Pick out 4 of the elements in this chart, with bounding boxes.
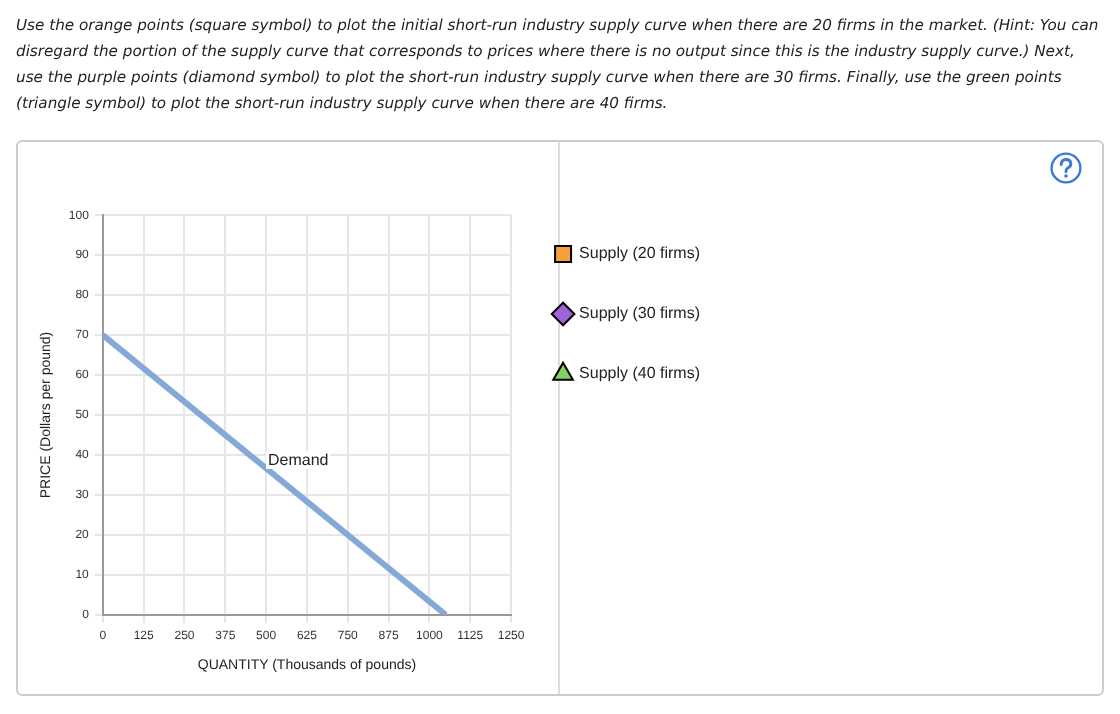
series-label: Demand — [268, 451, 329, 470]
legend-label: Supply (30 firms) — [579, 304, 701, 323]
legend-label: Supply (40 firms) — [579, 364, 701, 383]
legend-label: Supply (20 firms) — [579, 244, 701, 263]
